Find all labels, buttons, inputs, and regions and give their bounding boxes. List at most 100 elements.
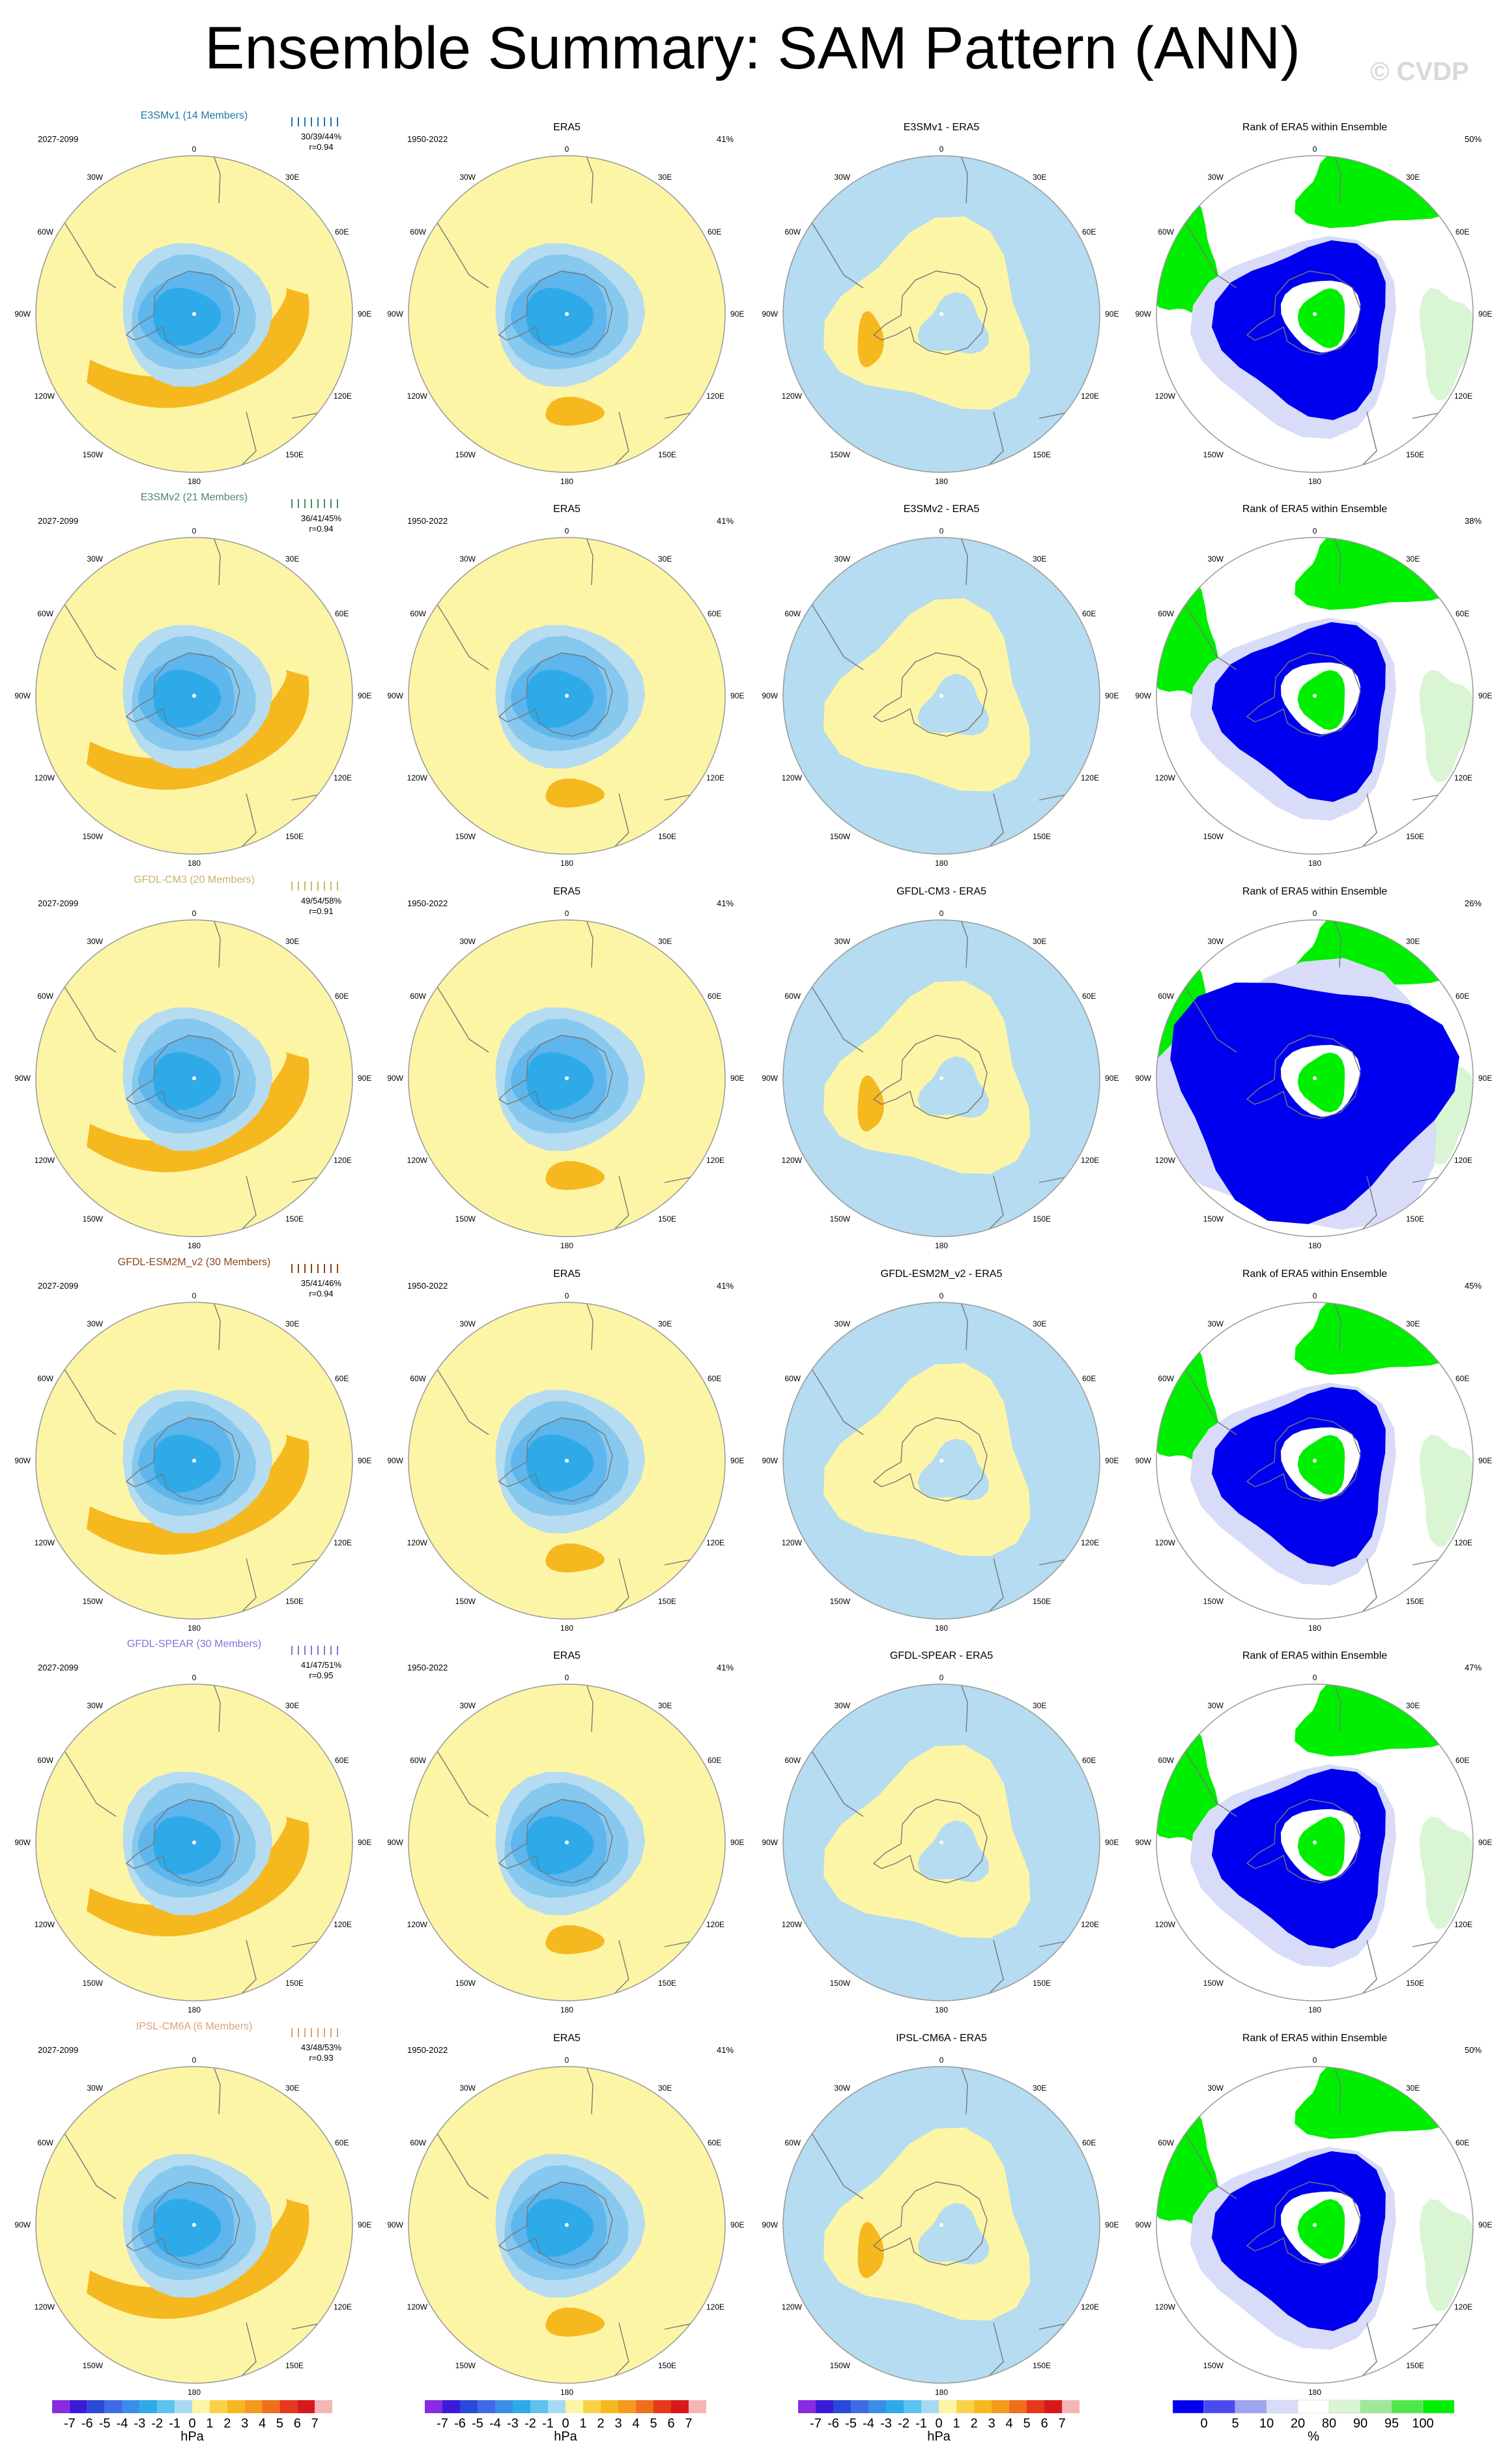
- grid-label-90w: 90W: [14, 1074, 31, 1083]
- colorbar-swatch: [974, 2400, 992, 2413]
- grid-label-150w: 150W: [83, 832, 104, 841]
- colorbar-tick-label: -6: [81, 2416, 93, 2431]
- grid-label-60w: 60W: [784, 992, 801, 1001]
- grid-label-150e: 150E: [658, 832, 676, 841]
- colorbar-tick-label: -3: [134, 2416, 145, 2431]
- grid-label-30e: 30E: [285, 1701, 299, 1710]
- colorbar-tick-label: 7: [685, 2416, 692, 2431]
- colorbar-tick-label: 6: [667, 2416, 674, 2431]
- new-zealand-coastline: [1360, 793, 1377, 850]
- grid-label-30e: 30E: [1406, 554, 1420, 564]
- grid-label-60w: 60W: [784, 1756, 801, 1765]
- grid-label-30e: 30E: [658, 2084, 672, 2093]
- rank-center-high: [1297, 2199, 1345, 2259]
- pattern-correlation: r=0.91: [309, 906, 333, 916]
- grid-label-30e: 30E: [285, 1319, 299, 1328]
- grid-label-120w: 120W: [1155, 2302, 1176, 2312]
- colorbar-swatch: [1266, 2400, 1298, 2414]
- south-america-coastline: [1181, 597, 1237, 670]
- grid-label-30e: 30E: [285, 173, 299, 182]
- south-pole-marker: [939, 312, 943, 316]
- colorbar-swatch: [1044, 2400, 1062, 2413]
- grid-label-150e: 150E: [658, 1979, 676, 1988]
- south-pole-marker: [1313, 1459, 1317, 1463]
- grid-label-150w: 150W: [455, 832, 476, 841]
- antarctica-coastline: [125, 270, 240, 355]
- grid-label-90w: 90W: [762, 309, 778, 319]
- grid-label-90e: 90E: [730, 1456, 744, 1465]
- rank-map-0-field: [1156, 156, 1473, 472]
- difference-title: IPSL-CM6A - ERA5: [896, 2033, 987, 2044]
- grid-label-60e: 60E: [708, 1374, 721, 1383]
- grid-label-30w: 30W: [459, 2084, 476, 2093]
- difference-title: E3SMv2 - ERA5: [904, 504, 980, 515]
- new-zealand-coastline: [986, 793, 1004, 850]
- colorbar-swatch: [104, 2400, 122, 2413]
- diff-map-4-map-boundary: [782, 1683, 1100, 2001]
- grid-label-150e: 150E: [1033, 1597, 1051, 1606]
- grid-label-60e: 60E: [335, 1374, 349, 1383]
- new-zealand-coastline: [1360, 1558, 1377, 1614]
- south-pole-marker: [565, 2223, 569, 2227]
- rank-title: Rank of ERA5 within Ensemble: [1242, 122, 1387, 133]
- colorbar-swatch: [1009, 2400, 1027, 2413]
- grid-label-30w: 30W: [87, 1701, 103, 1710]
- difference-title: E3SMv1 - ERA5: [904, 122, 980, 133]
- colorbar-swatch: [175, 2400, 192, 2413]
- africa-coastline: [586, 2067, 594, 2115]
- grid-label-30e: 30E: [1406, 1701, 1420, 1710]
- antarctica-coastline: [872, 1035, 988, 1119]
- grid-label-150w: 150W: [1203, 832, 1224, 841]
- africa-coastline: [960, 1302, 968, 1351]
- rank-high-region: [1295, 1684, 1464, 1756]
- grid-label-150w: 150W: [1203, 1214, 1224, 1224]
- grid-label-150w: 150W: [83, 1597, 104, 1606]
- colorbar-tick-label: 4: [259, 2416, 266, 2431]
- model-period: 2027-2099: [38, 134, 78, 144]
- negative-diff-core: [917, 2203, 990, 2265]
- negative-anomaly-level-4: [153, 1052, 222, 1110]
- negative-anomaly-level-4: [526, 1816, 594, 1874]
- africa-coastline: [213, 537, 221, 586]
- member-ticks: [291, 1646, 338, 1655]
- diff-map-3-field: [783, 1302, 1100, 1619]
- south-america-coastline: [807, 980, 864, 1053]
- grid-label-60w: 60W: [37, 992, 53, 1001]
- colorbar-tick-label: -3: [880, 2416, 892, 2431]
- grid-label-150w: 150W: [83, 2361, 104, 2370]
- antarctica-coastline: [498, 1799, 613, 1884]
- rank-map-4-map-boundary: [1156, 1683, 1474, 2001]
- grid-label-90e: 90E: [358, 691, 371, 700]
- rank-map-5-map-boundary: [1156, 2066, 1474, 2384]
- grid-label-30w: 30W: [1207, 173, 1224, 182]
- grid-label-90w: 90W: [1135, 1456, 1151, 1465]
- south-america-coastline: [60, 216, 117, 289]
- grid-label-150e: 150E: [658, 2361, 676, 2370]
- south-america-coastline: [1181, 980, 1237, 1053]
- colorbar-unit: hPa: [927, 2429, 951, 2444]
- diff-map-1-map-boundary: [782, 537, 1100, 855]
- antarctica-coastline: [125, 2181, 240, 2266]
- grid-label-0: 0: [939, 2056, 944, 2065]
- grid-label-90e: 90E: [358, 1074, 371, 1083]
- grid-label-150w: 150W: [455, 1979, 476, 1988]
- new-zealand-coastline: [239, 411, 257, 468]
- grid-label-0: 0: [565, 145, 569, 154]
- member-ticks: [291, 881, 338, 891]
- grid-label-150e: 150E: [1033, 450, 1051, 459]
- grid-label-90w: 90W: [387, 309, 403, 319]
- colorbar-tick-label: 0: [935, 2416, 942, 2431]
- grid-label-0: 0: [1313, 526, 1317, 536]
- colorbar-tick-label: 5: [276, 2416, 283, 2431]
- model-map-1-field: [36, 537, 352, 854]
- south-america-coastline: [1181, 2127, 1237, 2199]
- antarctica-coastline: [1246, 270, 1361, 355]
- grid-label-60e: 60E: [335, 1756, 349, 1765]
- era5-title: ERA5: [553, 1650, 580, 1661]
- rank-center-high: [1297, 1816, 1345, 1877]
- rank-map-3-map-boundary: [1156, 1302, 1474, 1620]
- africa-coastline: [213, 1684, 221, 1732]
- rank-title: Rank of ERA5 within Ensemble: [1242, 1650, 1387, 1661]
- grid-label-60e: 60E: [1455, 227, 1469, 236]
- grid-label-90e: 90E: [1478, 309, 1492, 319]
